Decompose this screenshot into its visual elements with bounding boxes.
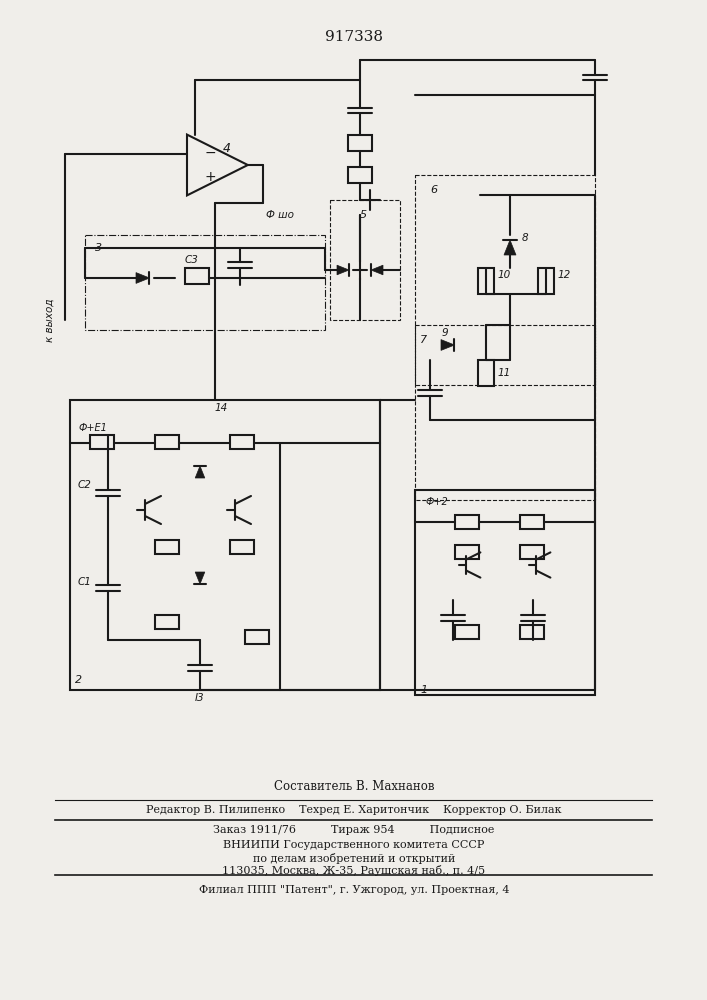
Polygon shape bbox=[195, 572, 205, 584]
Bar bbox=[478, 268, 494, 294]
Text: Ф+Е1: Ф+Е1 bbox=[78, 423, 107, 433]
Text: C2: C2 bbox=[78, 480, 92, 490]
Bar bbox=[348, 167, 372, 183]
Polygon shape bbox=[195, 466, 205, 478]
Bar bbox=[90, 435, 114, 449]
Bar bbox=[455, 515, 479, 529]
Bar bbox=[230, 540, 254, 554]
Text: 2: 2 bbox=[75, 675, 82, 685]
Bar bbox=[520, 625, 544, 639]
Bar bbox=[185, 268, 209, 284]
Text: Составитель В. Махнанов: Составитель В. Махнанов bbox=[274, 780, 434, 794]
Text: 6: 6 bbox=[430, 185, 437, 195]
Bar bbox=[455, 545, 479, 559]
Polygon shape bbox=[187, 135, 247, 195]
Polygon shape bbox=[136, 273, 149, 283]
Text: C1: C1 bbox=[78, 577, 92, 587]
Bar bbox=[478, 360, 494, 386]
Text: 5: 5 bbox=[359, 210, 366, 220]
Text: Заказ 1911/76          Тираж 954          Подписное: Заказ 1911/76 Тираж 954 Подписное bbox=[214, 825, 495, 835]
Text: C3: C3 bbox=[185, 255, 199, 265]
Bar bbox=[330, 200, 400, 320]
Bar bbox=[415, 325, 595, 500]
Polygon shape bbox=[337, 265, 349, 275]
Bar bbox=[155, 615, 179, 629]
Bar bbox=[520, 515, 544, 529]
Bar bbox=[455, 625, 479, 639]
Bar bbox=[70, 400, 380, 690]
Polygon shape bbox=[441, 340, 455, 350]
Bar bbox=[415, 175, 595, 385]
Bar bbox=[538, 268, 554, 294]
Text: Редактор В. Пилипенко    Техред Е. Харитончик    Корректор О. Билак: Редактор В. Пилипенко Техред Е. Харитонч… bbox=[146, 805, 562, 815]
Text: 10: 10 bbox=[498, 270, 511, 280]
Text: I3: I3 bbox=[195, 693, 205, 703]
Text: 3: 3 bbox=[95, 243, 102, 253]
Text: 14: 14 bbox=[215, 403, 228, 413]
Text: 113035, Москва, Ж-35, Раушская наб., п. 4/5: 113035, Москва, Ж-35, Раушская наб., п. … bbox=[223, 865, 486, 876]
Text: 7: 7 bbox=[420, 335, 427, 345]
Bar bbox=[348, 135, 372, 151]
Text: 11: 11 bbox=[498, 368, 511, 378]
Polygon shape bbox=[371, 265, 383, 275]
Bar bbox=[230, 435, 254, 449]
Text: 12: 12 bbox=[558, 270, 571, 280]
Bar bbox=[245, 630, 269, 644]
Text: Филиал ППП "Патент", г. Ужгород, ул. Проектная, 4: Филиал ППП "Патент", г. Ужгород, ул. Про… bbox=[199, 885, 509, 895]
Text: к выход: к выход bbox=[45, 298, 55, 342]
Text: 1: 1 bbox=[420, 685, 427, 695]
Text: +: + bbox=[204, 170, 216, 184]
Bar bbox=[85, 235, 325, 330]
Text: Ф шо: Ф шо bbox=[266, 210, 294, 220]
Bar bbox=[155, 435, 179, 449]
Bar bbox=[415, 490, 595, 695]
Text: по делам изобретений и открытий: по делам изобретений и открытий bbox=[253, 852, 455, 863]
Text: 9: 9 bbox=[442, 328, 449, 338]
Bar bbox=[155, 540, 179, 554]
Text: −: − bbox=[204, 146, 216, 160]
Text: 8: 8 bbox=[522, 233, 529, 243]
Bar bbox=[520, 545, 544, 559]
Text: 4: 4 bbox=[223, 142, 231, 155]
Text: ВНИИПИ Государственного комитета СССР: ВНИИПИ Государственного комитета СССР bbox=[223, 840, 485, 850]
Text: 917338: 917338 bbox=[325, 30, 383, 44]
Text: Ф+2: Ф+2 bbox=[425, 497, 448, 507]
Polygon shape bbox=[504, 240, 516, 255]
